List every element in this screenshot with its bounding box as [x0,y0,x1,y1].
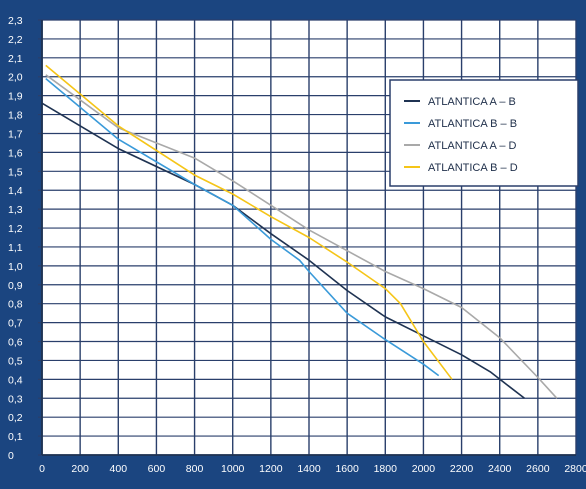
x-tick-label: 200 [71,463,89,475]
y-tick-label: 2,1 [8,53,23,65]
y-tick-label: 0,1 [8,431,23,443]
series-layer [41,64,558,399]
x-tick-label: 2000 [412,463,436,475]
y-tick-label: 2,2 [8,34,23,46]
y-tick-label: 1,6 [8,147,23,159]
y-tick-label: 2,0 [8,72,23,84]
y-tick-label: 0 [8,450,14,462]
x-tick-label: 2800 [564,463,586,475]
x-tick-label: 600 [148,463,166,475]
y-tick-label: 1,4 [8,185,23,197]
x-tick-label: 2400 [488,463,512,475]
y-tick-label: 1,9 [8,91,23,103]
legend-label: ATLANTICA A – B [428,96,516,108]
series-line-4 [45,64,453,380]
legend-box [389,79,579,187]
y-tick-label: 1,8 [8,110,23,122]
y-tick-label: 1,7 [8,128,23,140]
legend-label: ATLANTICA B – B [428,118,517,130]
series-line-2 [45,77,440,377]
x-axis-ticks: 0 200 400 600 800 1000 1200 1400 1600 1800 2000 220… [39,463,586,475]
y-axis-ticks: 0 0,1 0,2 0,3 0,4 0,5 0,6 0,7 0,8 0,9 1,0 1,1 1,2 1,3… [8,15,23,462]
x-tick-label: 1600 [335,463,359,475]
y-tick-label: 1,3 [8,204,23,216]
x-tick-label: 2200 [450,463,474,475]
x-tick-label: 400 [110,463,128,475]
series-line-3 [45,74,558,399]
y-tick-label: 0,6 [8,337,23,349]
series-line-1 [41,102,525,399]
y-tick-label: 1,1 [8,242,23,254]
y-tick-label: 0,8 [8,299,23,311]
y-tick-label: 1,0 [8,261,23,273]
x-tick-label: 2600 [526,463,550,475]
x-tick-label: 1200 [259,463,283,475]
x-tick-label: 1800 [374,463,398,475]
y-tick-label: 0,4 [8,374,23,386]
x-tick-label: 1400 [297,463,321,475]
legend-label: ATLANTICA B – D [428,162,518,174]
x-tick-label: 0 [39,463,45,475]
legend-label: ATLANTICA A – D [428,140,516,152]
y-tick-label: 0,3 [8,393,23,405]
x-tick-label: 1000 [221,463,245,475]
y-tick-label: 1,2 [8,223,23,235]
y-tick-label: 0,2 [8,412,23,424]
y-tick-label: 0,7 [8,318,23,330]
y-tick-label: 2,3 [8,15,23,27]
y-tick-label: 0,5 [8,355,23,367]
legend: ATLANTICA A – B ATLANTICA B – B ATLANTICA … [389,79,579,187]
y-tick-label: 0,9 [8,280,23,292]
x-tick-label: 800 [186,463,204,475]
y-tick-label: 1,5 [8,166,23,178]
